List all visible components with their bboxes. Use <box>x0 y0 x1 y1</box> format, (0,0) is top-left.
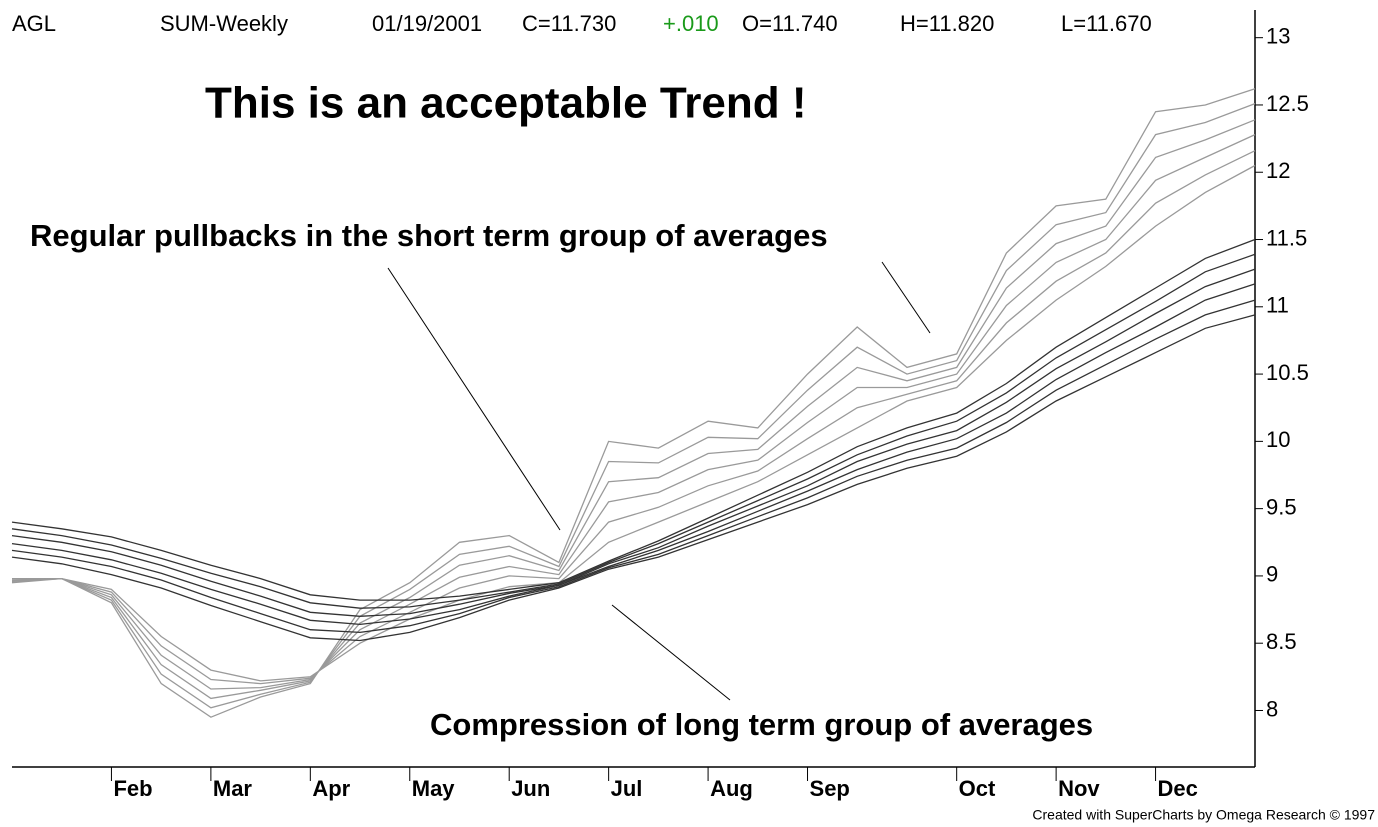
series-line <box>11 150 1256 685</box>
header-text: SUM-Weekly <box>160 11 288 36</box>
series-line <box>11 268 1256 617</box>
y-tick-label: 11 <box>1266 293 1289 318</box>
series-line <box>11 299 1256 634</box>
x-tick-label: Jul <box>611 776 643 801</box>
footer: Created with SuperCharts by Omega Resear… <box>1032 807 1375 823</box>
series-line <box>11 119 1256 700</box>
y-tick-label: 9.5 <box>1266 494 1297 519</box>
y-tick-label: 12 <box>1266 158 1290 183</box>
header-text: O=11.740 <box>742 11 838 36</box>
y-tick-label: 8.5 <box>1266 629 1297 654</box>
x-tick-label: Sep <box>810 776 850 801</box>
y-tick-label: 9 <box>1266 562 1278 587</box>
series-line <box>11 314 1256 642</box>
header-text: L=11.670 <box>1061 11 1152 36</box>
x-tick-label: Jun <box>511 776 550 801</box>
x-tick-label: Oct <box>959 776 996 801</box>
series-line <box>11 253 1256 609</box>
series-line <box>12 88 1256 718</box>
x-tick-label: Mar <box>213 776 253 801</box>
series-line <box>11 164 1256 682</box>
leader-line <box>611 604 731 701</box>
header-text: H=11.820 <box>900 11 994 36</box>
leader-line <box>387 267 561 531</box>
series-line <box>11 283 1256 626</box>
x-tick-label: Nov <box>1058 776 1100 801</box>
annotation: Regular pullbacks in the short term grou… <box>30 218 828 253</box>
annotation: Compression of long term group of averag… <box>430 707 1093 742</box>
y-tick-label: 10 <box>1266 427 1290 452</box>
series-line <box>11 134 1256 690</box>
y-tick-label: 8 <box>1266 696 1278 721</box>
header-text: AGL <box>12 11 56 36</box>
chart-title: This is an acceptable Trend ! <box>205 79 807 128</box>
x-tick-label: Aug <box>710 776 753 801</box>
y-tick-label: 13 <box>1266 23 1290 48</box>
x-tick-label: May <box>412 776 456 801</box>
series-line <box>11 238 1256 601</box>
header-text: +.010 <box>663 11 719 36</box>
series-line <box>11 102 1256 709</box>
header-text: 01/19/2001 <box>372 11 482 36</box>
y-tick-label: 11.5 <box>1266 225 1307 250</box>
x-tick-label: Dec <box>1158 776 1198 801</box>
y-tick-label: 12.5 <box>1266 91 1309 116</box>
x-tick-label: Feb <box>113 776 152 801</box>
x-tick-label: Apr <box>312 776 350 801</box>
header-text: C=11.730 <box>522 11 616 36</box>
leader-line <box>881 261 931 334</box>
y-tick-label: 10.5 <box>1266 360 1309 385</box>
